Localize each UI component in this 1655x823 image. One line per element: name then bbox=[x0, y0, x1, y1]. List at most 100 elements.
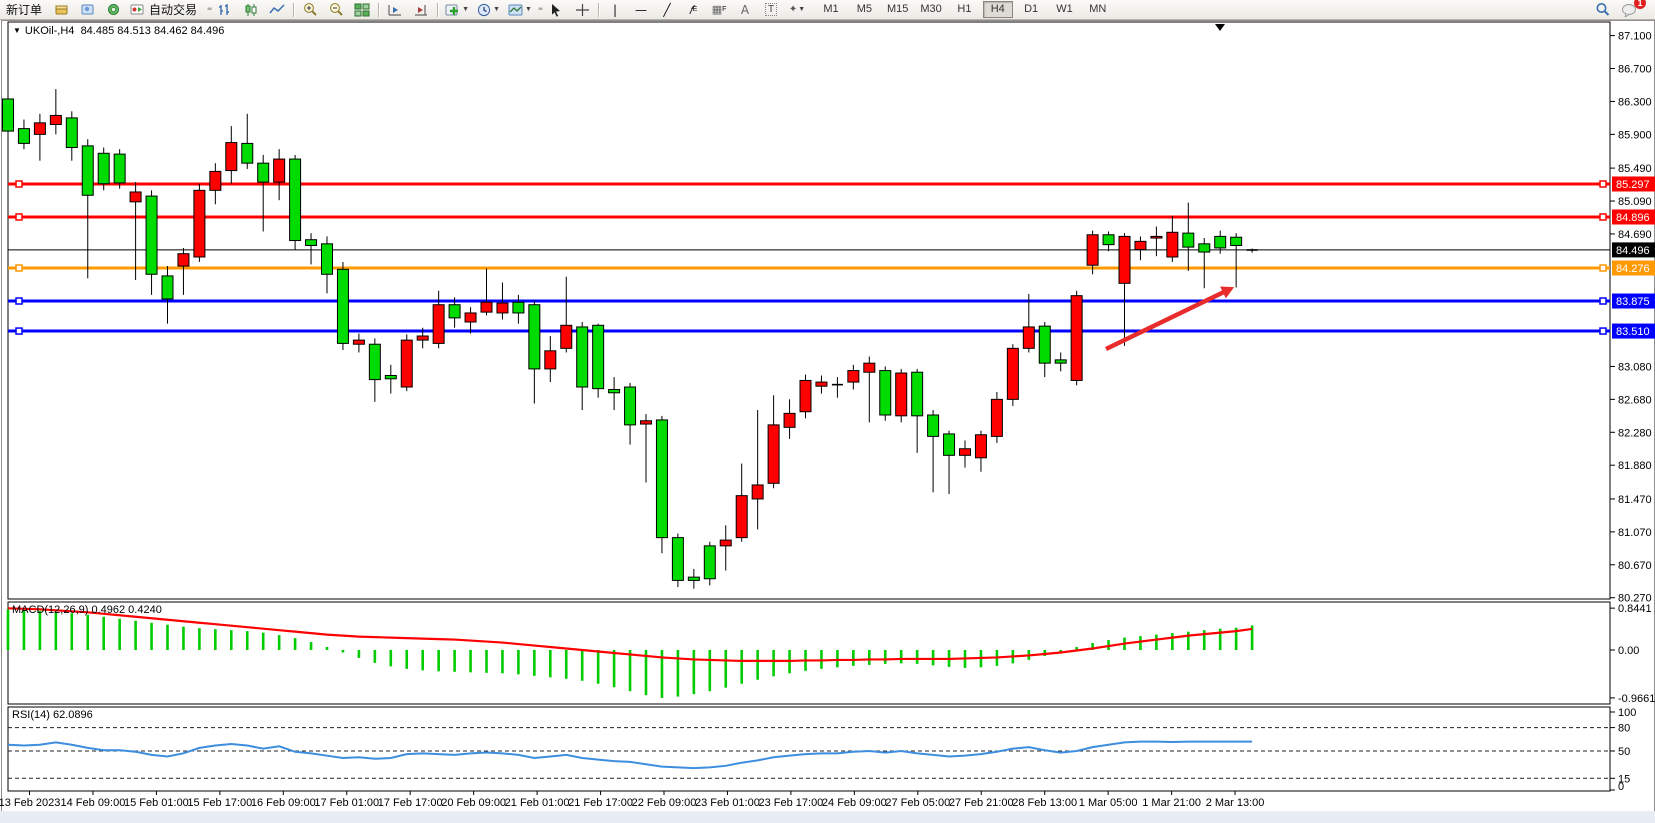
tile-windows-icon[interactable] bbox=[350, 0, 374, 19]
candle bbox=[1022, 326, 1035, 349]
candle bbox=[161, 275, 174, 300]
alerts-bubble-icon[interactable]: 1 bbox=[1617, 0, 1646, 19]
rsi-pane[interactable] bbox=[7, 706, 1611, 792]
candle bbox=[544, 350, 557, 370]
bar-chart-icon[interactable] bbox=[213, 0, 237, 19]
candle bbox=[1150, 235, 1163, 239]
line-handle[interactable] bbox=[1599, 213, 1607, 221]
time-axis-label: 15 Feb 17:00 bbox=[187, 797, 252, 809]
cursor-icon[interactable] bbox=[544, 0, 568, 19]
data-window-icon[interactable] bbox=[75, 0, 99, 19]
timeframe-h1[interactable]: H1 bbox=[957, 3, 972, 15]
candle bbox=[65, 117, 78, 149]
rsi-axis-tick-label: 50 bbox=[1618, 746, 1630, 758]
candle bbox=[959, 448, 971, 456]
shapes-icon[interactable]: ✦ ▼ bbox=[788, 3, 806, 15]
timeframe-m1[interactable]: M1 bbox=[823, 3, 839, 15]
text-icon[interactable]: A bbox=[740, 2, 750, 17]
candle bbox=[1134, 240, 1147, 251]
trend-arrow-line[interactable] bbox=[1105, 288, 1227, 352]
candle bbox=[129, 191, 142, 203]
price-axis-tick-label: 81.470 bbox=[1618, 494, 1652, 506]
time-axis-label: 22 Feb 09:00 bbox=[632, 797, 697, 809]
channels-icon[interactable]: ▦ F bbox=[711, 2, 727, 16]
line-chart-icon[interactable] bbox=[265, 0, 289, 19]
period-clock-icon[interactable]: ▼ bbox=[474, 0, 503, 19]
price-axis-tick-label: 85.090 bbox=[1618, 196, 1652, 208]
trend-arrow-head[interactable] bbox=[1220, 286, 1235, 299]
horizontal-line-icon[interactable]: — bbox=[635, 2, 648, 17]
timeframe-m15[interactable]: M15 bbox=[887, 3, 909, 15]
timeframe-m30[interactable]: M30 bbox=[920, 3, 942, 15]
chevron-down-icon: ▼ bbox=[798, 6, 806, 13]
candle bbox=[512, 301, 525, 314]
timeframe-m5[interactable]: M5 bbox=[856, 3, 873, 15]
macd-pane[interactable] bbox=[7, 601, 1611, 705]
rsi-line bbox=[7, 740, 1253, 770]
add-indicator-icon[interactable]: ▼ bbox=[442, 0, 472, 19]
chart-header[interactable]: ▼ UKOil-,H4 84.485 84.513 84.462 84.496 bbox=[13, 25, 224, 37]
candlestick-chart-icon[interactable] bbox=[239, 0, 263, 19]
line-handle[interactable] bbox=[1599, 297, 1607, 305]
candle bbox=[400, 339, 413, 388]
time-axis-label: 17 Feb 17:00 bbox=[378, 797, 443, 809]
candle bbox=[895, 372, 908, 417]
chevron-down-icon: ▼ bbox=[493, 6, 500, 13]
vertical-line-icon[interactable]: | bbox=[613, 2, 618, 17]
candle bbox=[1118, 235, 1131, 284]
line-handle[interactable] bbox=[15, 297, 23, 305]
zoom-in-icon[interactable] bbox=[298, 0, 322, 19]
line-handle[interactable] bbox=[1599, 327, 1607, 335]
line-handle[interactable] bbox=[15, 180, 23, 188]
line-handle[interactable] bbox=[15, 213, 23, 221]
candle bbox=[416, 335, 429, 341]
line-handle[interactable] bbox=[1599, 264, 1607, 272]
chart-symbol-period: UKOil-,H4 bbox=[24, 25, 75, 37]
chart-dropdown-icon[interactable]: ▼ bbox=[13, 26, 21, 35]
timeframe-h4[interactable]: H4 bbox=[982, 1, 1013, 18]
line-handle[interactable] bbox=[1599, 180, 1607, 188]
chart-shift-marker[interactable] bbox=[1215, 24, 1225, 31]
candle bbox=[33, 122, 46, 135]
candle bbox=[974, 434, 987, 459]
auto-scroll-icon[interactable] bbox=[383, 0, 407, 19]
alert-count-badge: 1 bbox=[1634, 0, 1646, 9]
price-label-badge bbox=[1612, 323, 1655, 339]
chart-shift-icon[interactable] bbox=[409, 0, 433, 19]
time-axis-label: 15 Feb 01:00 bbox=[124, 797, 189, 809]
trend-line-icon[interactable]: ╱ bbox=[663, 2, 671, 17]
auto-trading-button[interactable]: 自动交易 bbox=[127, 0, 204, 19]
rsi-axis-tick-label: 15 bbox=[1618, 773, 1630, 785]
new-order-button[interactable]: 新订单 bbox=[6, 3, 43, 17]
chart-ohlc-values: 84.485 84.513 84.462 84.496 bbox=[80, 25, 225, 37]
line-handle[interactable] bbox=[15, 327, 23, 335]
search-icon[interactable] bbox=[1591, 0, 1615, 19]
market-watch-icon[interactable] bbox=[49, 0, 73, 19]
text-label-icon[interactable]: T bbox=[759, 0, 783, 19]
price-axis-tick-label: 81.070 bbox=[1618, 527, 1652, 539]
timeframe-mn[interactable]: MN bbox=[1089, 3, 1107, 15]
crosshair-icon[interactable] bbox=[570, 0, 594, 19]
candle bbox=[528, 304, 541, 370]
macd-histogram bbox=[6, 609, 1254, 698]
candle bbox=[1102, 234, 1115, 246]
candle bbox=[496, 302, 509, 314]
navigator-icon[interactable] bbox=[101, 0, 125, 19]
candle bbox=[624, 386, 637, 426]
chart-template-icon[interactable]: ▼ bbox=[505, 0, 535, 19]
candle bbox=[1182, 232, 1195, 248]
main-price-pane[interactable] bbox=[7, 21, 1611, 600]
zoom-out-icon[interactable] bbox=[324, 0, 348, 19]
candle bbox=[368, 343, 381, 381]
candle bbox=[2, 98, 14, 132]
candle bbox=[767, 424, 780, 484]
time-axis-label: 21 Feb 17:00 bbox=[568, 797, 633, 809]
timeframe-d1[interactable]: D1 bbox=[1024, 3, 1039, 15]
auto-trading-icon bbox=[130, 3, 145, 16]
timeframe-w1[interactable]: W1 bbox=[1056, 3, 1073, 15]
rsi-axis-tick-label: 0 bbox=[1618, 781, 1624, 793]
line-handle[interactable] bbox=[15, 264, 23, 272]
